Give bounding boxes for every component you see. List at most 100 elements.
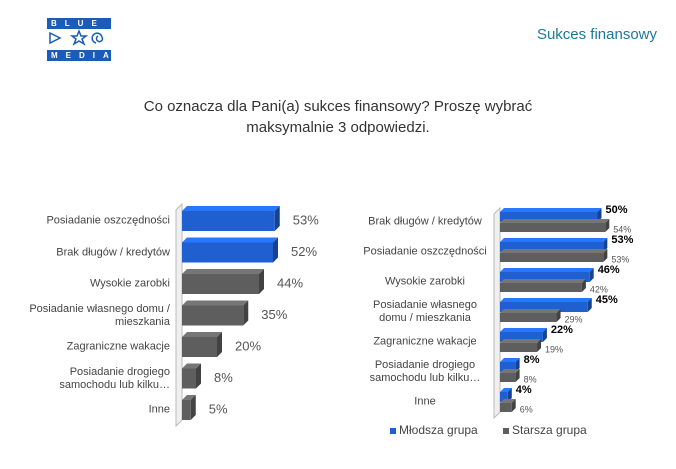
legend-label: Młodsza grupa bbox=[399, 423, 478, 437]
bar-top bbox=[182, 269, 264, 274]
bar-top bbox=[500, 358, 520, 362]
bar-top bbox=[182, 332, 222, 337]
logo-text: BLUE bbox=[47, 18, 111, 29]
bar-side bbox=[515, 369, 520, 382]
bar bbox=[500, 272, 590, 282]
value-label: 8% bbox=[524, 374, 537, 384]
bar-side bbox=[603, 238, 608, 252]
bar-top bbox=[182, 206, 280, 211]
bar-side bbox=[217, 332, 222, 357]
bar-top bbox=[182, 237, 278, 243]
bar bbox=[500, 283, 582, 292]
bar bbox=[500, 373, 516, 382]
category-label: Posiadanie oszczędności bbox=[46, 214, 170, 227]
category-label: Zagraniczne wakacje bbox=[66, 340, 170, 353]
bar bbox=[182, 400, 191, 420]
bar bbox=[182, 242, 273, 263]
category-label: Wysokie zarobki bbox=[385, 275, 465, 288]
value-label: 6% bbox=[520, 404, 533, 414]
value-label: 52% bbox=[291, 244, 317, 259]
bar-top bbox=[500, 219, 610, 223]
value-label: 54% bbox=[613, 224, 631, 234]
bar-side bbox=[273, 237, 278, 263]
bar bbox=[500, 343, 538, 352]
bar bbox=[182, 305, 244, 326]
bar-side bbox=[243, 300, 249, 326]
value-label: 19% bbox=[545, 344, 563, 354]
bar-side bbox=[196, 363, 201, 389]
bar-side bbox=[603, 249, 608, 262]
bar bbox=[500, 332, 543, 342]
value-label: 4% bbox=[516, 384, 532, 396]
bar-top bbox=[500, 249, 608, 253]
bar-top bbox=[182, 300, 249, 306]
bar bbox=[500, 403, 512, 412]
bar bbox=[182, 368, 196, 389]
bar bbox=[182, 211, 275, 231]
bar-top bbox=[182, 395, 196, 400]
bar bbox=[182, 274, 259, 294]
category-label: Posiadanie własnego domu / mieszkania bbox=[29, 302, 170, 328]
bar-side bbox=[537, 339, 542, 352]
bar-top bbox=[500, 309, 561, 313]
bar-side bbox=[581, 279, 586, 292]
bar-top bbox=[500, 208, 602, 212]
value-label: 53% bbox=[611, 234, 633, 246]
bar-side bbox=[587, 298, 592, 312]
logo-icons bbox=[49, 28, 104, 46]
category-label: Inne bbox=[414, 395, 436, 408]
value-label: 42% bbox=[590, 284, 608, 294]
value-label: 45% bbox=[596, 294, 618, 306]
value-label: 50% bbox=[606, 204, 628, 216]
bar bbox=[500, 302, 588, 312]
bar-top bbox=[182, 363, 201, 369]
legend-swatch bbox=[390, 428, 396, 434]
bar-side bbox=[274, 206, 280, 231]
category-label: Zagraniczne wakacje bbox=[373, 335, 477, 348]
bar-top bbox=[500, 279, 586, 283]
bar-side bbox=[605, 219, 610, 232]
value-label: 53% bbox=[293, 212, 319, 227]
value-label: 5% bbox=[209, 401, 228, 416]
bar-top bbox=[500, 388, 512, 392]
legend-label: Starsza grupa bbox=[512, 423, 587, 437]
category-label: Posiadanie drogiego samochodu lub kilku… bbox=[369, 359, 481, 384]
bar bbox=[500, 212, 598, 222]
value-label: 46% bbox=[598, 264, 620, 276]
bar bbox=[500, 223, 606, 232]
category-label: Posiadanie własnego domu / mieszkania bbox=[373, 299, 477, 324]
value-label: 35% bbox=[261, 307, 287, 322]
value-label: 8% bbox=[214, 370, 233, 385]
bar-side bbox=[556, 309, 561, 322]
category-label: Brak długów / kredytów bbox=[56, 246, 170, 258]
bar bbox=[182, 337, 217, 357]
bar-top bbox=[500, 339, 542, 343]
bar-side bbox=[190, 395, 196, 420]
question: Co oznacza dla Pani(a) sukces finansowy?… bbox=[143, 98, 533, 136]
bar-top bbox=[500, 298, 592, 302]
bar-side bbox=[507, 388, 512, 402]
bar bbox=[500, 313, 557, 322]
bar-side bbox=[597, 208, 602, 222]
value-label: 8% bbox=[524, 354, 540, 366]
bar bbox=[500, 242, 604, 252]
logo-text: MEDIA bbox=[47, 50, 111, 61]
bar bbox=[500, 253, 604, 262]
category-label: Posiadanie drogiego samochodu lub kilku… bbox=[59, 365, 170, 391]
value-label: 44% bbox=[277, 275, 303, 290]
bar-top bbox=[500, 399, 516, 403]
legend-swatch bbox=[503, 428, 509, 434]
value-label: 22% bbox=[551, 324, 573, 336]
bar-side bbox=[511, 399, 516, 412]
bar-side bbox=[542, 328, 547, 342]
bar-side bbox=[515, 358, 520, 372]
bar-top bbox=[500, 369, 520, 373]
category-label: Posiadanie oszczędności bbox=[363, 245, 487, 258]
value-label: 29% bbox=[565, 314, 583, 324]
value-label: 53% bbox=[611, 254, 629, 264]
bar-top bbox=[500, 268, 594, 272]
bar-top bbox=[500, 328, 547, 332]
bar-side bbox=[259, 269, 264, 294]
